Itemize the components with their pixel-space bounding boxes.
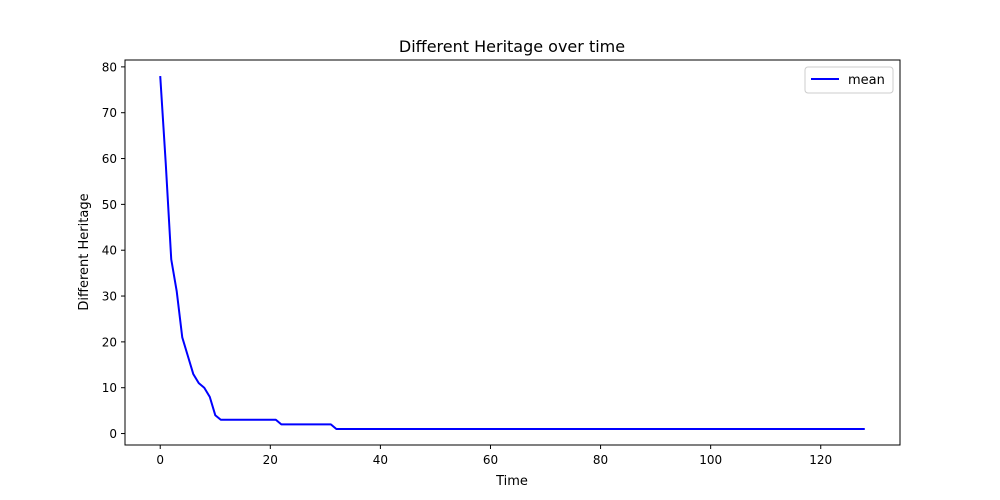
- y-tick-label: 10: [102, 381, 117, 395]
- x-tick-label: 0: [156, 453, 164, 467]
- x-tick-label: 40: [373, 453, 388, 467]
- y-tick-label: 80: [102, 60, 117, 74]
- x-tick-label: 20: [263, 453, 278, 467]
- x-axis-label: Time: [495, 474, 528, 489]
- chart-title: Different Heritage over time: [399, 37, 625, 56]
- x-axis: 0 20 40 60 80 100 120: [156, 445, 832, 467]
- x-tick-label: 60: [483, 453, 498, 467]
- x-tick-label: 120: [809, 453, 832, 467]
- x-tick-label: 80: [593, 453, 608, 467]
- y-tick-label: 0: [109, 427, 117, 441]
- y-tick-label: 30: [102, 290, 117, 304]
- y-axis: 0 10 20 30 40 50 60 70 80: [102, 60, 125, 441]
- legend-label-mean: mean: [848, 73, 885, 88]
- legend: mean: [804, 66, 894, 94]
- series-layer: [159, 75, 865, 430]
- y-tick-label: 20: [102, 335, 117, 349]
- y-tick-label: 60: [102, 152, 117, 166]
- y-tick-label: 40: [102, 244, 117, 258]
- y-axis-label: Different Heritage: [77, 193, 92, 310]
- y-tick-label: 70: [102, 106, 117, 120]
- series-line-mean: [159, 75, 865, 430]
- legend-box: [804, 66, 894, 94]
- plot-area: [124, 59, 901, 446]
- plot-frame: [124, 59, 901, 446]
- x-tick-label: 100: [699, 453, 722, 467]
- y-tick-label: 50: [102, 198, 117, 212]
